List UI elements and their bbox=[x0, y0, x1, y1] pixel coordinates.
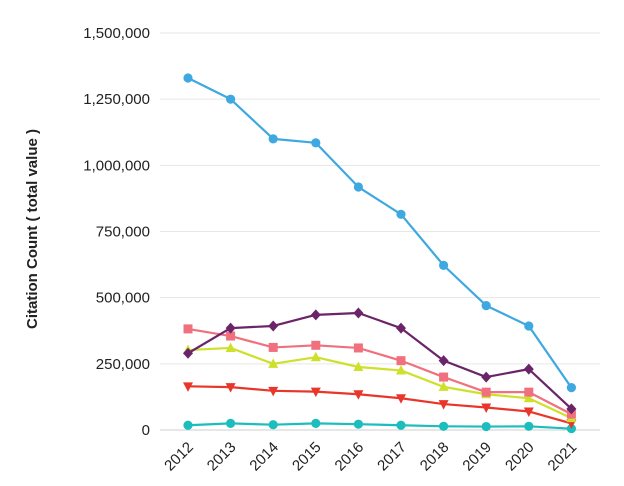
data-point bbox=[523, 363, 534, 375]
gridlines bbox=[160, 32, 600, 431]
data-point bbox=[353, 390, 364, 400]
series-1 bbox=[183, 307, 577, 415]
y-tick-label: 0 bbox=[142, 422, 150, 439]
data-point bbox=[226, 331, 236, 341]
data-point bbox=[481, 403, 492, 414]
data-point bbox=[183, 324, 193, 334]
data-point bbox=[481, 301, 491, 311]
series-4 bbox=[183, 382, 577, 429]
series-3 bbox=[183, 342, 577, 423]
data-point bbox=[268, 420, 278, 430]
data-point bbox=[268, 358, 279, 368]
data-point bbox=[311, 138, 321, 148]
x-tick-label: 2018 bbox=[417, 439, 453, 475]
data-point bbox=[353, 419, 363, 429]
data-point bbox=[183, 347, 193, 359]
data-point bbox=[225, 322, 236, 334]
data-point bbox=[226, 94, 236, 104]
data-point bbox=[523, 392, 534, 403]
data-point bbox=[310, 387, 321, 398]
data-point bbox=[310, 351, 321, 362]
series-line bbox=[187, 77, 573, 389]
y-tick-label: 250,000 bbox=[96, 356, 150, 373]
data-point bbox=[481, 387, 491, 397]
y-tick-label: 500,000 bbox=[96, 290, 150, 307]
data-point bbox=[523, 407, 534, 417]
x-tick-label: 2015 bbox=[289, 439, 325, 475]
series-line bbox=[187, 385, 572, 425]
data-point bbox=[183, 420, 193, 430]
data-point bbox=[438, 381, 449, 391]
data-point bbox=[183, 73, 193, 83]
x-tick-label: 2012 bbox=[161, 439, 197, 475]
y-tick-label: 1,000,000 bbox=[83, 157, 150, 174]
data-point bbox=[268, 320, 279, 332]
series-line bbox=[187, 422, 572, 430]
data-point bbox=[226, 418, 236, 428]
data-point bbox=[438, 400, 449, 410]
data-point bbox=[439, 260, 449, 270]
data-point bbox=[353, 182, 363, 192]
data-point bbox=[396, 364, 406, 375]
data-point bbox=[268, 134, 278, 144]
x-tick-labels: 2012 2013 2014 2015 2016 2017 2018 2019 2020 2021 bbox=[161, 439, 580, 475]
data-point bbox=[481, 371, 492, 383]
x-tick-label: 2017 bbox=[374, 439, 410, 475]
data-point bbox=[439, 421, 449, 431]
data-point bbox=[310, 309, 321, 321]
data-point bbox=[183, 382, 193, 392]
y-tick-label: 1,500,000 bbox=[83, 25, 150, 42]
x-tick-label: 2013 bbox=[204, 439, 240, 475]
x-tick-label: 2016 bbox=[332, 439, 368, 475]
data-point bbox=[524, 421, 534, 431]
data-point bbox=[524, 387, 534, 397]
series-0 bbox=[183, 73, 577, 393]
data-point bbox=[396, 322, 406, 334]
series-group bbox=[183, 73, 577, 434]
data-point bbox=[225, 383, 236, 393]
series-line bbox=[187, 327, 572, 416]
x-tick-label: 2019 bbox=[459, 439, 495, 475]
series-5 bbox=[183, 418, 577, 434]
data-point bbox=[353, 361, 364, 372]
data-point bbox=[566, 403, 577, 415]
y-tick-label: 750,000 bbox=[96, 224, 150, 241]
y-tick-labels: 0 250,000 500,000 750,000 1,000,000 1,250,000… bbox=[83, 25, 150, 439]
data-point bbox=[268, 386, 279, 397]
x-tick-label: 2021 bbox=[545, 439, 581, 475]
data-point bbox=[268, 342, 278, 352]
data-point bbox=[311, 418, 321, 428]
data-point bbox=[566, 383, 577, 393]
data-point bbox=[396, 420, 406, 430]
series-line bbox=[187, 311, 573, 410]
data-point bbox=[438, 355, 449, 367]
y-tick-label: 1,250,000 bbox=[83, 91, 150, 108]
data-point bbox=[524, 321, 534, 331]
data-point bbox=[396, 209, 406, 219]
series-line bbox=[187, 346, 572, 420]
data-point bbox=[481, 421, 491, 432]
data-point bbox=[311, 340, 321, 350]
data-point bbox=[353, 307, 364, 319]
x-tick-label: 2020 bbox=[502, 439, 538, 475]
data-point bbox=[396, 394, 406, 404]
data-point bbox=[225, 342, 236, 352]
data-point bbox=[353, 343, 363, 353]
data-point bbox=[396, 356, 406, 366]
x-tick-label: 2014 bbox=[246, 439, 282, 475]
data-point bbox=[439, 372, 449, 382]
y-axis-label: Citation Count ( total value ) bbox=[24, 129, 41, 329]
